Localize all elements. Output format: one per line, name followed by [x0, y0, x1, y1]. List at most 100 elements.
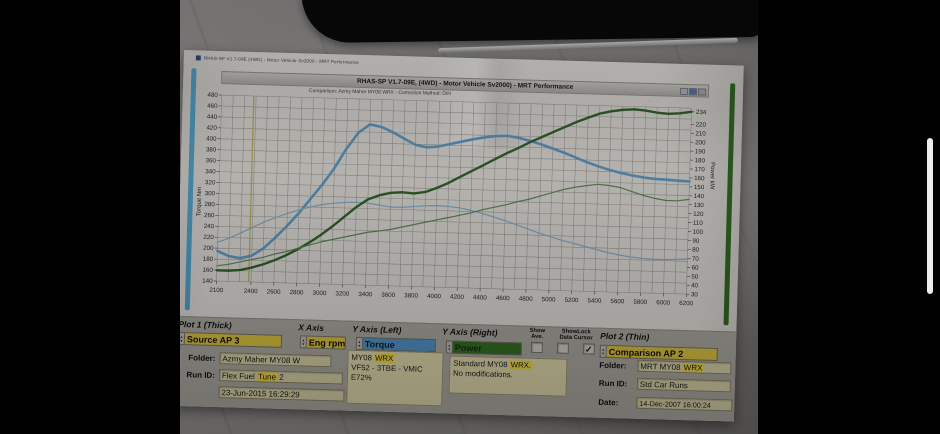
run1-notes-box[interactable]: MY08 WRX VF52 - 3TBE - VMIC E72%: [346, 349, 444, 407]
yaxis-right-dropdown[interactable]: Power: [445, 340, 522, 356]
x-tick-label: 5800: [633, 299, 648, 306]
x-tick-label: 6200: [679, 300, 694, 307]
window-title: RHAS-SP V1.7-09E (4WD) - Motor Vehicle S…: [203, 55, 359, 65]
y-left-tick-label: 300: [205, 190, 216, 197]
grid-vline: [273, 96, 280, 283]
runid1-field[interactable]: Flex Fuel Tune 2: [218, 369, 344, 385]
date2-field[interactable]: 14-Dec-2007 16:00:24: [636, 396, 733, 412]
x-tick-label: 3400: [358, 291, 373, 298]
x-tick-label: 3200: [335, 290, 350, 297]
folder1-field[interactable]: Azmy Maher MY08 W: [219, 352, 332, 368]
grid-vline: [330, 98, 337, 285]
y-left-tick-label: 220: [203, 234, 214, 241]
yaxis-left-header: Y Axis (Left): [352, 323, 402, 336]
run2-notes-box[interactable]: Standard MY08 WRX. No modifications.: [448, 355, 568, 397]
grid-hline: [220, 149, 691, 164]
grid-vline: [262, 96, 268, 283]
x-tick-label: 2400: [244, 288, 259, 295]
xaxis-dropdown[interactable]: Eng rpm: [299, 335, 347, 350]
data-cursor-line: [247, 95, 255, 282]
grid-hline: [218, 204, 689, 218]
x-tick-label: 3600: [381, 292, 396, 299]
y-left-tick-label: 200: [203, 245, 214, 252]
grid-vline: [594, 105, 601, 292]
grid-vline: [686, 108, 692, 295]
y-right-tick-label: 100: [693, 229, 704, 236]
grid-vline: [514, 103, 520, 290]
x-tick-label: 5400: [587, 297, 602, 304]
y-right-tick-label: 140: [694, 193, 705, 200]
grid-vline: [479, 102, 486, 289]
y-right-tick-label: 180: [695, 157, 706, 164]
lock-cursor-checkbox[interactable]: ✓: [582, 343, 595, 355]
grid-vline: [456, 101, 463, 288]
grid-hline: [221, 105, 692, 120]
plot2-comparison-dropdown[interactable]: Comparison AP 2: [599, 344, 718, 362]
grid-vline: [502, 103, 509, 290]
grid-hline: [218, 226, 688, 240]
y-right-tick-label: 190: [695, 148, 706, 155]
grid-vline: [640, 106, 647, 293]
grid-vline: [227, 95, 234, 282]
grid-hline: [221, 94, 692, 109]
y-right-tick-label: 210: [695, 130, 706, 137]
x-tick-label: 4400: [473, 294, 488, 301]
grid-vline: [307, 97, 314, 284]
close-icon[interactable]: [697, 88, 707, 96]
grid-vline: [560, 104, 566, 291]
highlight: WRX.: [509, 360, 533, 370]
photo-of-dyno-printout: RHAS-SP V1.7-09E (4WD) - Motor Vehicle S…: [180, 0, 758, 434]
highlight: Tune: [256, 372, 278, 382]
yaxis-right-header: Y Axis (Right): [442, 326, 498, 338]
y-right-tick-label: 80: [692, 247, 700, 254]
y-left-tick-label: 440: [207, 114, 218, 121]
date2-label: Date:: [598, 397, 619, 408]
grid-hline: [218, 215, 689, 229]
power-comparison-ap2-curve: [216, 183, 690, 267]
grid-vline: [296, 97, 303, 284]
grid-vline: [365, 99, 371, 286]
grid-hline: [221, 116, 691, 131]
grid-vline: [628, 106, 635, 293]
highlight: WRX: [373, 353, 395, 363]
black-object: [301, 0, 758, 44]
power-source-ap3-curve: [215, 108, 693, 272]
y-left-tick-label: 380: [206, 146, 217, 153]
grid-vline: [651, 107, 658, 294]
grid-vline: [525, 103, 532, 290]
show-ave-checkbox[interactable]: [530, 341, 543, 354]
app-icon: [195, 55, 201, 61]
x-tick-label: 5600: [610, 298, 625, 305]
y-right-tick-label: 130: [693, 202, 704, 209]
minimize-icon[interactable]: [679, 87, 689, 96]
y-left-tick-label: 360: [205, 157, 216, 164]
runid1-label: Run ID:: [186, 370, 216, 380]
plot1-source-dropdown[interactable]: Source AP 3: [180, 331, 283, 348]
y-left-tick-label: 340: [205, 168, 216, 175]
folder2-field[interactable]: MRT MY08 WRX: [637, 359, 732, 375]
show-data-checkbox[interactable]: [556, 342, 569, 354]
x-tick-label: 3800: [404, 292, 419, 299]
x-tick-label: 4600: [496, 295, 511, 302]
plot1-header: Plot 1 (Thick): [180, 318, 232, 331]
y-left-tick-label: 180: [203, 256, 214, 263]
runid2-field[interactable]: Std Car Runs: [636, 377, 731, 393]
maximize-icon[interactable]: [688, 88, 698, 96]
torque-comparison-ap2-curve: [217, 201, 688, 261]
y-right-tick-label: 234: [696, 109, 707, 116]
grid-hline: [219, 182, 690, 196]
y-left-axis-title: Torque Nm: [196, 187, 203, 217]
video-scrubber[interactable]: [927, 138, 933, 294]
x-tick-label: 3000: [312, 290, 327, 297]
folder2-label: Folder:: [599, 360, 627, 371]
grid-hline: [217, 236, 688, 251]
y-right-tick-label: 110: [693, 220, 704, 227]
y-left-tick-label: 140: [202, 278, 213, 285]
x-tick-label: 4800: [519, 295, 534, 302]
y-right-tick-label: 200: [695, 139, 706, 146]
window-buttons: [679, 87, 707, 96]
date1-field[interactable]: 23-Jun-2015 16:29:29: [218, 386, 345, 402]
grid-vline: [548, 104, 555, 291]
grid-vline: [468, 102, 475, 289]
